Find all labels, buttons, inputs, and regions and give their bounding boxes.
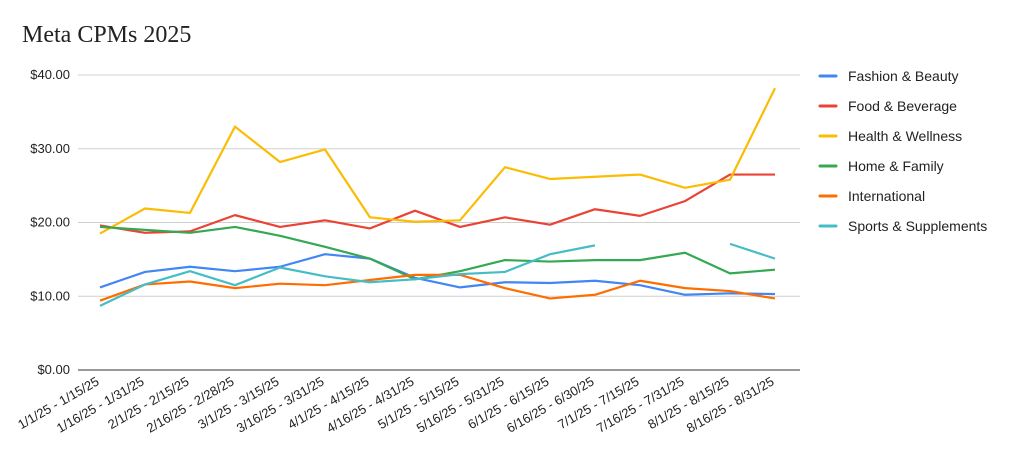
y-tick-label: $20.00: [30, 215, 70, 230]
series-line-fashion-beauty: [99, 253, 776, 296]
series-line-health-wellness: [99, 87, 776, 235]
legend-label: Health & Wellness: [848, 128, 962, 144]
series-segment: [99, 173, 775, 234]
series-segment: [99, 244, 596, 307]
legend: Fashion & Beauty Food & Beverage Health & …: [818, 68, 987, 234]
series-segment: [99, 273, 776, 302]
series-lines: [99, 87, 776, 307]
legend-label: Home & Family: [848, 158, 944, 174]
legend-label: Fashion & Beauty: [848, 68, 959, 84]
series-segment: [99, 87, 776, 235]
y-tick-label: $10.00: [30, 288, 70, 303]
series-segment: [99, 225, 776, 281]
series-line-sports-supplements: [99, 242, 776, 307]
gridlines: [78, 74, 800, 371]
series-segment: [729, 242, 776, 260]
legend-label: Sports & Supplements: [848, 218, 987, 234]
series-line-international: [99, 273, 776, 302]
series-line-food-beverage: [99, 173, 775, 234]
legend-label: Food & Beverage: [848, 98, 957, 114]
series-line-home-family: [99, 225, 776, 281]
legend-label: International: [848, 188, 925, 204]
y-tick-label: $0.00: [37, 362, 70, 377]
series-segment: [99, 253, 776, 296]
y-tick-label: $40.00: [30, 67, 70, 82]
chart-title: Meta CPMs 2025: [22, 22, 192, 48]
y-tick-label: $30.00: [30, 141, 70, 156]
x-axis-ticks: 1/1/25 - 1/15/251/16/25 - 1/31/252/1/25 …: [15, 374, 776, 436]
y-axis-ticks: $0.00 $10.00 $20.00 $30.00 $40.00: [30, 67, 70, 377]
